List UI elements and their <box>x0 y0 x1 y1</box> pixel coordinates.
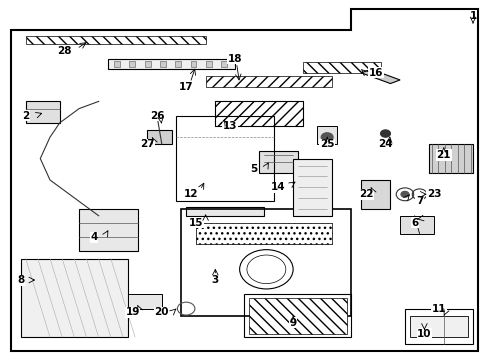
Text: 2: 2 <box>22 111 29 121</box>
Text: 16: 16 <box>368 68 382 78</box>
Bar <box>302 62 380 73</box>
Text: 19: 19 <box>125 307 140 317</box>
Polygon shape <box>21 258 127 337</box>
Text: 27: 27 <box>140 139 154 149</box>
Text: 18: 18 <box>227 54 242 64</box>
Text: 4: 4 <box>90 232 97 242</box>
Text: 11: 11 <box>431 303 446 314</box>
Text: 8: 8 <box>17 275 24 285</box>
Text: 15: 15 <box>188 218 203 228</box>
Bar <box>205 61 211 67</box>
Bar <box>196 223 331 244</box>
Bar <box>26 36 205 44</box>
Polygon shape <box>361 180 389 208</box>
Text: 10: 10 <box>416 329 431 339</box>
Bar <box>186 207 264 216</box>
Bar <box>196 223 331 244</box>
Bar <box>114 61 120 67</box>
Polygon shape <box>361 69 399 84</box>
Text: 9: 9 <box>289 318 296 328</box>
Text: 20: 20 <box>154 307 169 317</box>
Text: 23: 23 <box>426 189 441 199</box>
Bar <box>160 61 165 67</box>
Text: 1: 1 <box>468 11 476 21</box>
Polygon shape <box>399 216 433 234</box>
Polygon shape <box>26 102 60 123</box>
Text: 25: 25 <box>319 139 334 149</box>
Bar <box>215 102 302 126</box>
Bar <box>190 61 196 67</box>
Text: 21: 21 <box>436 150 450 160</box>
Bar <box>249 298 346 334</box>
Circle shape <box>321 133 332 141</box>
Bar <box>205 76 331 87</box>
Bar <box>409 316 467 337</box>
Text: 6: 6 <box>410 218 417 228</box>
Circle shape <box>380 130 389 137</box>
Text: 26: 26 <box>149 111 164 121</box>
Text: 17: 17 <box>179 82 193 92</box>
Text: 3: 3 <box>211 275 219 285</box>
Text: 7: 7 <box>415 197 422 206</box>
Text: 28: 28 <box>57 46 72 57</box>
Polygon shape <box>259 152 297 173</box>
Polygon shape <box>428 144 472 173</box>
Bar <box>221 61 226 67</box>
Polygon shape <box>79 208 137 251</box>
Text: 14: 14 <box>271 182 285 192</box>
Bar <box>175 61 181 67</box>
Text: 22: 22 <box>358 189 372 199</box>
Polygon shape <box>292 158 331 216</box>
Bar <box>108 59 234 69</box>
Text: 13: 13 <box>222 121 237 131</box>
Bar <box>317 126 336 144</box>
Bar <box>144 61 150 67</box>
Bar <box>129 61 135 67</box>
Circle shape <box>400 192 408 197</box>
Text: 24: 24 <box>377 139 392 149</box>
Text: 12: 12 <box>183 189 198 199</box>
Text: 5: 5 <box>250 164 257 174</box>
Bar <box>215 102 302 126</box>
Bar <box>147 130 171 144</box>
Bar <box>127 294 162 309</box>
